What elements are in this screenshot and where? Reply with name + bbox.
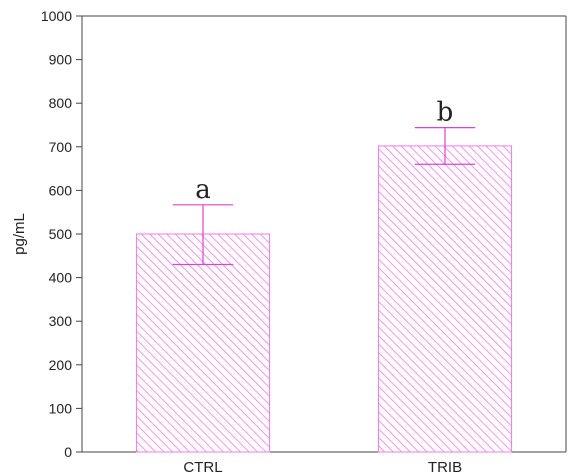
y-axis-ticks: 0 100 200 300 400 500 600 700 800 900 1000	[41, 8, 82, 460]
y-tick-label: 400	[49, 270, 73, 286]
y-tick-label: 700	[49, 139, 73, 155]
y-axis-title: pg/mL	[11, 213, 28, 255]
y-tick-label: 200	[49, 357, 73, 373]
significance-labels: ab	[195, 98, 453, 205]
y-tick-label: 800	[49, 95, 73, 111]
y-tick-label: 600	[49, 182, 73, 198]
bar-ctrl	[135, 233, 271, 453]
y-tick-label: 100	[49, 400, 73, 416]
y-tick-label: 900	[49, 52, 73, 68]
y-tick-label: 500	[49, 226, 73, 242]
y-tick-label: 1000	[41, 8, 72, 24]
significance-label: b	[437, 98, 454, 128]
y-tick-label: 300	[49, 313, 73, 329]
bar-trib	[377, 145, 513, 453]
y-tick-label: 0	[64, 444, 72, 460]
bars	[135, 145, 513, 453]
significance-label: a	[195, 175, 211, 205]
x-category-label: TRIB	[428, 459, 462, 475]
x-category-label: CTRL	[183, 459, 222, 475]
error-bars	[172, 127, 476, 266]
x-axis-category-labels: CTRL TRIB	[183, 459, 462, 475]
